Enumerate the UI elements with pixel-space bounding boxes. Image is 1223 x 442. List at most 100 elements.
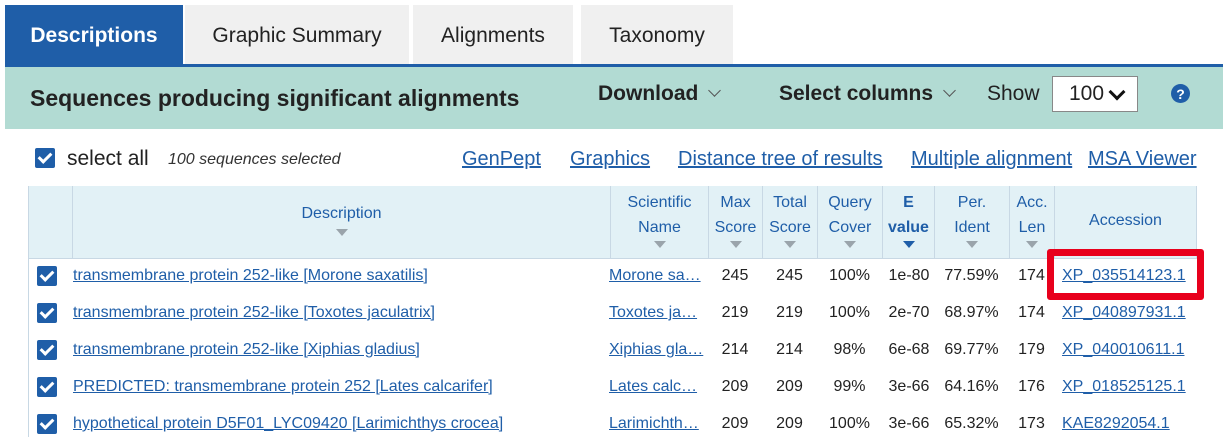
scientific-name-link[interactable]: Xiphias gla… — [609, 341, 704, 358]
column-header-query-cover[interactable]: Query Cover — [817, 186, 882, 258]
highlight-box — [1047, 249, 1204, 300]
e-value: 3e-66 — [888, 415, 930, 432]
description-link[interactable]: hypothetical protein D5F01_LYC09420 [Lar… — [73, 415, 504, 432]
column-header-label: Total — [773, 194, 807, 211]
show-count-select[interactable]: 100 — [1052, 76, 1138, 112]
sort-arrow-icon — [335, 229, 348, 236]
sort-arrow-icon — [729, 241, 742, 248]
description-link[interactable]: transmembrane protein 252-like [Xiphias … — [73, 341, 420, 358]
results-header: Sequences producing significant alignmen… — [5, 67, 1223, 129]
column-header-label: Len — [1018, 219, 1046, 236]
accession-link[interactable]: XP_040897931.1 — [1062, 304, 1186, 321]
total-score: 209 — [776, 378, 803, 395]
show-label: Show — [987, 82, 1040, 105]
scientific-name-link[interactable]: Lates calc… — [609, 378, 698, 395]
tab-graphic-summary[interactable]: Graphic Summary — [185, 5, 409, 66]
results-table: Description Scientific Name Max Score To… — [28, 186, 1197, 437]
accession-link[interactable]: XP_040010611.1 — [1062, 341, 1185, 358]
column-header-label: Per. — [957, 194, 987, 211]
column-header-label: Query — [828, 194, 872, 211]
query-cover: 99% — [833, 378, 866, 395]
graphics-link[interactable]: Graphics — [570, 148, 651, 170]
query-cover: 100% — [829, 267, 870, 284]
sort-arrow-active-icon — [902, 241, 915, 248]
tab-alignments[interactable]: Alignments — [413, 5, 573, 66]
chevron-down-icon — [708, 84, 722, 97]
max-score: 219 — [721, 304, 749, 321]
max-score: 214 — [721, 341, 749, 358]
acc-len: 176 — [1018, 378, 1045, 395]
table-row: transmembrane protein 252-like [Xiphias … — [29, 331, 1197, 368]
query-cover: 100% — [829, 415, 870, 432]
column-header-label: Ident — [954, 219, 990, 236]
description-link[interactable]: PREDICTED: transmembrane protein 252 [La… — [73, 378, 493, 395]
download-menu[interactable]: Download — [598, 82, 722, 106]
select-all-checkbox[interactable] — [35, 148, 55, 168]
chevron-down-icon — [943, 84, 956, 97]
distance-tree-link[interactable]: Distance tree of results — [678, 148, 883, 170]
results-tabs: Descriptions Graphic Summary Alignments … — [0, 0, 1223, 67]
total-score: 219 — [776, 304, 803, 321]
multiple-alignment-link[interactable]: Multiple alignment — [911, 148, 1073, 170]
total-score: 245 — [776, 267, 803, 284]
column-header-total-score[interactable]: Total Score — [762, 186, 817, 258]
sort-arrow-icon — [966, 241, 978, 248]
tab-descriptions[interactable]: Descriptions — [5, 5, 183, 66]
column-header-label: Acc. — [1016, 194, 1048, 211]
row-checkbox[interactable] — [37, 340, 57, 360]
page-title: Sequences producing significant alignmen… — [30, 85, 520, 111]
table-row: hypothetical protein D5F01_LYC09420 [Lar… — [29, 405, 1197, 442]
total-score: 214 — [776, 341, 803, 358]
sort-arrow-icon — [784, 241, 796, 248]
description-link[interactable]: transmembrane protein 252-like [Morone s… — [73, 267, 428, 284]
query-cover: 100% — [829, 304, 870, 321]
scientific-name-link[interactable]: Toxotes ja… — [609, 304, 698, 321]
row-checkbox[interactable] — [37, 266, 57, 286]
scientific-name-link[interactable]: Larimichth… — [609, 415, 699, 432]
column-header-label: E — [903, 194, 914, 211]
e-value: 2e-70 — [888, 304, 930, 321]
column-header-acc-len[interactable]: Acc. Len — [1009, 186, 1054, 258]
select-columns-label: Select columns — [779, 82, 934, 105]
download-label: Download — [598, 82, 699, 105]
select-all-label[interactable]: select all — [67, 147, 149, 170]
column-header-label: Description — [301, 205, 382, 222]
column-header-accession[interactable]: Accession — [1054, 186, 1197, 258]
per-ident: 68.97% — [944, 304, 999, 321]
column-header-max-score[interactable]: Max Score — [708, 186, 762, 258]
help-icon[interactable]: ? — [1171, 84, 1190, 103]
table-row: PREDICTED: transmembrane protein 252 [La… — [29, 368, 1197, 405]
select-columns-menu[interactable]: Select columns — [779, 82, 956, 106]
genpept-link[interactable]: GenPept — [462, 148, 541, 170]
max-score: 209 — [721, 415, 749, 432]
column-header-e-value[interactable]: E value — [882, 186, 934, 258]
row-checkbox[interactable] — [37, 377, 57, 397]
description-link[interactable]: transmembrane protein 252-like [Toxotes … — [73, 304, 435, 321]
accession-link[interactable]: KAE8292054.1 — [1062, 415, 1170, 432]
column-header-label: value — [888, 219, 929, 236]
accession-link[interactable]: XP_035514123.1 — [1062, 267, 1186, 284]
per-ident: 65.32% — [944, 415, 999, 432]
tab-underline — [5, 64, 1223, 67]
row-checkbox[interactable] — [37, 303, 57, 323]
column-header-scientific-name[interactable]: Scientific Name — [610, 186, 708, 258]
per-ident: 77.59% — [944, 267, 999, 284]
acc-len: 174 — [1018, 304, 1045, 321]
tab-taxonomy[interactable]: Taxonomy — [581, 5, 733, 66]
msa-viewer-link[interactable]: MSA Viewer — [1088, 148, 1197, 170]
column-header-label: Max — [720, 194, 751, 211]
column-header-per-ident[interactable]: Per. Ident — [934, 186, 1009, 258]
row-checkbox[interactable] — [37, 414, 57, 434]
selected-count: 100 sequences selected — [168, 151, 341, 168]
e-value: 3e-66 — [888, 378, 930, 395]
show-count-value: 100 — [1069, 82, 1105, 105]
sort-arrow-icon — [844, 241, 856, 248]
acc-len: 173 — [1018, 415, 1045, 432]
accession-link[interactable]: XP_018525125.1 — [1062, 378, 1186, 395]
scientific-name-link[interactable]: Morone sa… — [609, 267, 701, 284]
column-header-description[interactable]: Description — [72, 186, 610, 258]
column-header-label: Score — [714, 219, 757, 236]
dropdown-arrow-icon — [1108, 83, 1126, 101]
acc-len: 179 — [1018, 341, 1045, 358]
table-row: transmembrane protein 252-like [Toxotes … — [29, 294, 1197, 331]
